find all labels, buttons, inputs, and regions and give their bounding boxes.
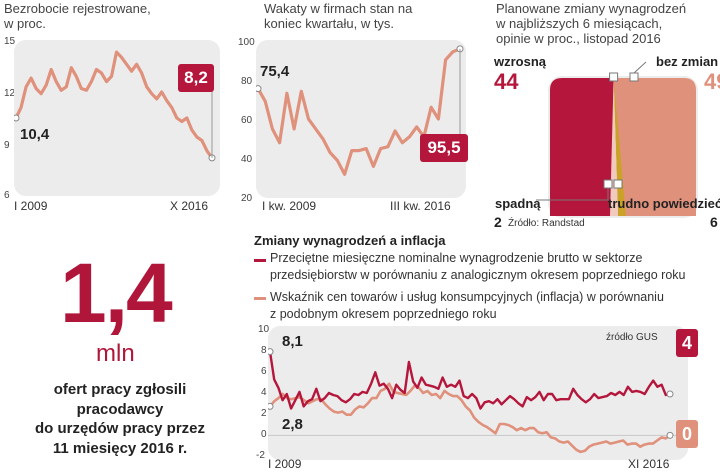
chart4-plot xyxy=(268,326,688,460)
pie-marker-wzrosna xyxy=(609,72,619,82)
pie-marker-trudno xyxy=(613,179,623,189)
pie-slice-wzrosna xyxy=(550,78,614,216)
chart4-red-end-badge: 4 xyxy=(676,329,698,357)
chart4-wages-start-point xyxy=(268,348,274,356)
legend-swatch-inflation xyxy=(254,297,266,300)
chart4-inflation-start-point xyxy=(268,402,274,410)
pie-marker-bez-zmian xyxy=(629,72,639,82)
chart4-background xyxy=(268,326,688,460)
pie-label-wzrosna: wzrosną xyxy=(494,54,547,69)
legend-text-inflation: Wskaźnik cen towarów i usług konsumpcyjn… xyxy=(270,290,664,321)
chart1-xlabel-end: X 2016 xyxy=(170,199,209,213)
pie-value-wzrosna: 44 xyxy=(494,69,519,94)
chart4-red-start-label: 8,1 xyxy=(282,333,303,350)
pie-value-bez-zmian: 49 xyxy=(704,69,720,94)
chart4-salmon-start-label: 2,8 xyxy=(282,416,303,433)
chart4-ytick: 8 xyxy=(261,345,267,356)
chart1-ytick: 12 xyxy=(4,88,16,99)
chart2-end-badge: 95,5 xyxy=(420,134,468,162)
chart1-ytick: 6 xyxy=(4,190,10,201)
chart2-start-label: 75,4 xyxy=(260,63,290,80)
chart4-wages-end-point xyxy=(666,390,674,398)
chart2-ytick: 40 xyxy=(241,154,253,165)
headline-number: 1,4 xyxy=(60,246,173,340)
chart4-source: źródło GUS xyxy=(606,332,658,343)
pie-label-spadna: spadną xyxy=(495,196,541,211)
chart1-background xyxy=(14,40,220,196)
chart1-end-badge: 8,2 xyxy=(178,64,214,92)
chart2-ytick: 60 xyxy=(241,115,253,126)
chart2-title: Wakaty w firmach stan na koniec kwartału… xyxy=(264,1,413,31)
chart2-series-line xyxy=(256,47,462,176)
headline-unit: mln xyxy=(96,340,135,367)
chart4-ytick: 10 xyxy=(258,324,270,335)
chart1-series-line xyxy=(14,50,214,160)
chart1-start-point xyxy=(14,114,20,122)
chart1-ytick: 15 xyxy=(4,36,16,47)
chart4-inflation-end-point xyxy=(666,431,674,439)
legend-text-wages: Przeciętne miesięczne nominalne wynagrod… xyxy=(270,251,686,282)
chart2-plot xyxy=(256,40,466,198)
chart4-ytick: 6 xyxy=(261,366,267,377)
chart1-ytick: 9 xyxy=(4,140,10,151)
chart4-title: Zmiany wynagrodzeń a inflacja xyxy=(254,233,446,248)
pie-value-trudno: 6 xyxy=(710,214,718,230)
chart4-xlabel-start: I 2009 xyxy=(268,457,302,471)
chart3-title: Planowane zmiany wynagrodzeń w najbliższ… xyxy=(496,1,687,46)
pie-source: Źródło: Randstad xyxy=(508,218,585,229)
chart2-background xyxy=(256,40,466,198)
chart4-ytick: 0 xyxy=(261,429,267,440)
pie-label-trudno: trudno powiedzieć xyxy=(608,196,720,211)
chart4-xlabel-end: XI 2016 xyxy=(628,457,670,471)
chart1-title: Bezrobocie rejestrowane, w proc. xyxy=(4,1,151,31)
headline-text: ofert pracy zgłosili pracodawcy do urzęd… xyxy=(34,381,206,457)
pie-slice-bez-zmian xyxy=(613,78,696,216)
chart4-salmon-end-badge: 0 xyxy=(676,420,698,448)
chart4-wages-line xyxy=(268,350,672,410)
pie-leader-spadna xyxy=(536,188,609,201)
chart3-plot xyxy=(536,61,698,218)
chart2-xlabel-start: I kw. 2009 xyxy=(262,199,317,213)
chart1-start-label: 10,4 xyxy=(20,126,50,143)
chart2-ytick: 100 xyxy=(238,37,255,48)
pie-marker-spadna xyxy=(603,179,613,189)
chart2-ytick: 80 xyxy=(241,76,253,87)
chart2-ytick: 20 xyxy=(241,193,253,204)
chart4-inflation-line xyxy=(268,382,672,454)
pie-leader-bez-zmian xyxy=(633,61,647,74)
chart1-xlabel-start: I 2009 xyxy=(14,199,48,213)
chart4-ytick: 4 xyxy=(261,387,267,398)
chart2-xlabel-end: III kw. 2016 xyxy=(390,199,451,213)
chart4-ytick: 2 xyxy=(261,408,267,419)
chart4-ytick: -2 xyxy=(256,450,265,461)
pie-label-bez-zmian: bez zmian xyxy=(656,54,719,69)
chart2-start-point xyxy=(256,85,262,93)
legend-swatch-wages xyxy=(254,259,266,262)
chart1-plot xyxy=(14,40,220,196)
pie-value-spadna: 2 xyxy=(494,214,502,230)
